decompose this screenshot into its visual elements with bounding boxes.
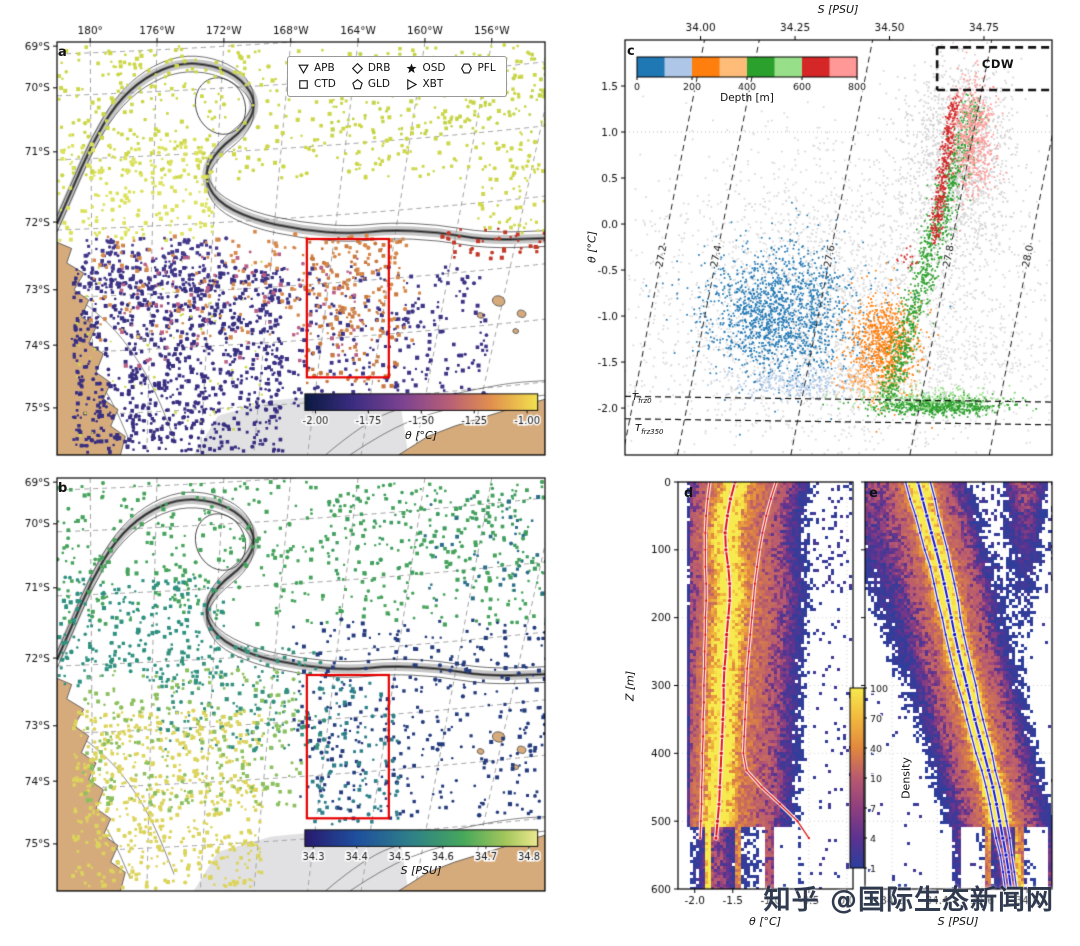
- tfrz350-subscript: frz350: [641, 428, 664, 436]
- panel-label-e: e: [869, 486, 878, 501]
- panel-d-x-axis-label: θ [°C]: [749, 915, 781, 928]
- legend-item-xbt: XBT: [406, 79, 445, 90]
- legend-label: APB: [314, 62, 335, 75]
- watermark: 知乎 @国际生态新闻网: [763, 885, 1054, 916]
- panel-label-b: b: [58, 481, 68, 496]
- panel-label-a: a: [58, 45, 67, 60]
- diamond-icon: [351, 63, 363, 74]
- density-colorbar-label: Density: [899, 757, 913, 799]
- tfrz0-subscript: frz0: [638, 397, 652, 405]
- tfrz0-label: Tfrz0: [632, 392, 652, 405]
- legend-item-osd: OSD: [406, 63, 445, 74]
- colorbar-a-label: θ [°C]: [405, 429, 437, 442]
- colorbar-b-label: S [PSU]: [400, 864, 442, 877]
- hexagon-icon: [461, 63, 473, 74]
- legend-label: OSD: [422, 62, 446, 75]
- legend-label: DRB: [367, 62, 391, 75]
- tfrz0-symbol: T: [632, 392, 639, 403]
- panel-label-c: c: [627, 44, 635, 59]
- cdw-label: CDW: [981, 57, 1015, 71]
- legend-label: GLD: [367, 78, 390, 91]
- star-icon: [406, 63, 417, 74]
- tfrz350-symbol: T: [635, 423, 642, 434]
- legend-label: XBT: [422, 78, 444, 91]
- panel-c-y-axis-label: θ [°C]: [585, 231, 599, 263]
- panel-d-y-axis-label: Z [m]: [623, 670, 637, 702]
- panel-e-x-axis-label: S [PSU]: [937, 915, 979, 928]
- pentagon-icon: [352, 79, 363, 90]
- depth-colorbar-label: Depth [m]: [720, 92, 774, 104]
- legend-item-apb: APB: [298, 63, 336, 74]
- legend-item-ctd: CTD: [298, 79, 336, 90]
- square-icon: [299, 80, 308, 89]
- triangle-down-icon: [298, 64, 309, 74]
- legend-label: CTD: [314, 78, 336, 91]
- legend-item-drb: DRB: [351, 62, 391, 75]
- legend-item-pfl: PFL: [461, 62, 496, 75]
- panel-label-d: d: [684, 486, 694, 501]
- legend-item-gld: GLD: [352, 79, 391, 90]
- triangle-right-icon: [407, 79, 418, 90]
- panel-c-x-axis-label: S [PSU]: [817, 3, 859, 16]
- tfrz350-label: Tfrz350: [635, 423, 664, 436]
- instrument-legend: APB CTD DRB GLD OSD XBT PFL: [287, 56, 507, 97]
- legend-label: PFL: [477, 62, 496, 75]
